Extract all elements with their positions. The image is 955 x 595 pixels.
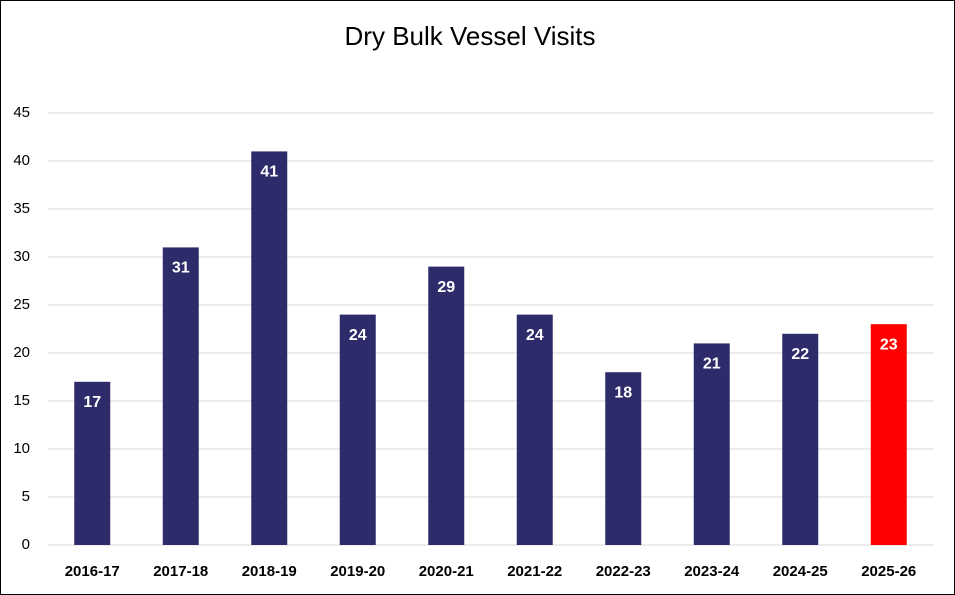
x-tick-label: 2017-18	[153, 563, 208, 580]
x-tick-label: 2023-24	[684, 563, 740, 580]
y-tick-label: 20	[13, 344, 30, 361]
y-tick-label: 15	[13, 392, 30, 409]
data-label: 17	[83, 394, 101, 411]
x-tick-label: 2021-22	[507, 563, 562, 580]
data-label: 24	[526, 327, 544, 344]
x-tick-label: 2020-21	[419, 563, 474, 580]
x-tick-label: 2025-26	[861, 563, 916, 580]
data-label: 31	[172, 260, 190, 277]
x-tick-label: 2016-17	[65, 563, 120, 580]
data-label: 18	[614, 384, 632, 401]
y-tick-label: 25	[13, 296, 30, 313]
y-tick-label: 45	[13, 104, 30, 121]
data-label: 41	[260, 164, 278, 181]
bar	[162, 247, 199, 545]
x-tick-label: 2019-20	[330, 563, 385, 580]
data-label: 23	[880, 336, 898, 353]
bar	[782, 333, 819, 545]
data-label: 22	[791, 346, 809, 363]
bar	[605, 372, 642, 545]
data-label: 29	[437, 279, 455, 296]
data-label: 21	[703, 356, 721, 373]
y-tick-label: 10	[13, 440, 30, 457]
bar	[339, 314, 376, 545]
x-tick-label: 2022-23	[596, 563, 651, 580]
bar	[870, 324, 907, 545]
data-label: 24	[349, 327, 367, 344]
x-tick-label: 2024-25	[773, 563, 828, 580]
bar	[74, 381, 111, 545]
y-tick-label: 0	[22, 536, 30, 553]
y-tick-label: 35	[13, 200, 30, 217]
bar	[428, 266, 465, 545]
y-tick-label: 40	[13, 152, 30, 169]
y-tick-label: 30	[13, 248, 30, 265]
bar	[693, 343, 730, 545]
y-tick-label: 5	[22, 488, 30, 505]
bar	[251, 151, 288, 545]
chart-title: Dry Bulk Vessel Visits	[345, 21, 596, 51]
bar	[516, 314, 553, 545]
x-tick-label: 2018-19	[242, 563, 297, 580]
